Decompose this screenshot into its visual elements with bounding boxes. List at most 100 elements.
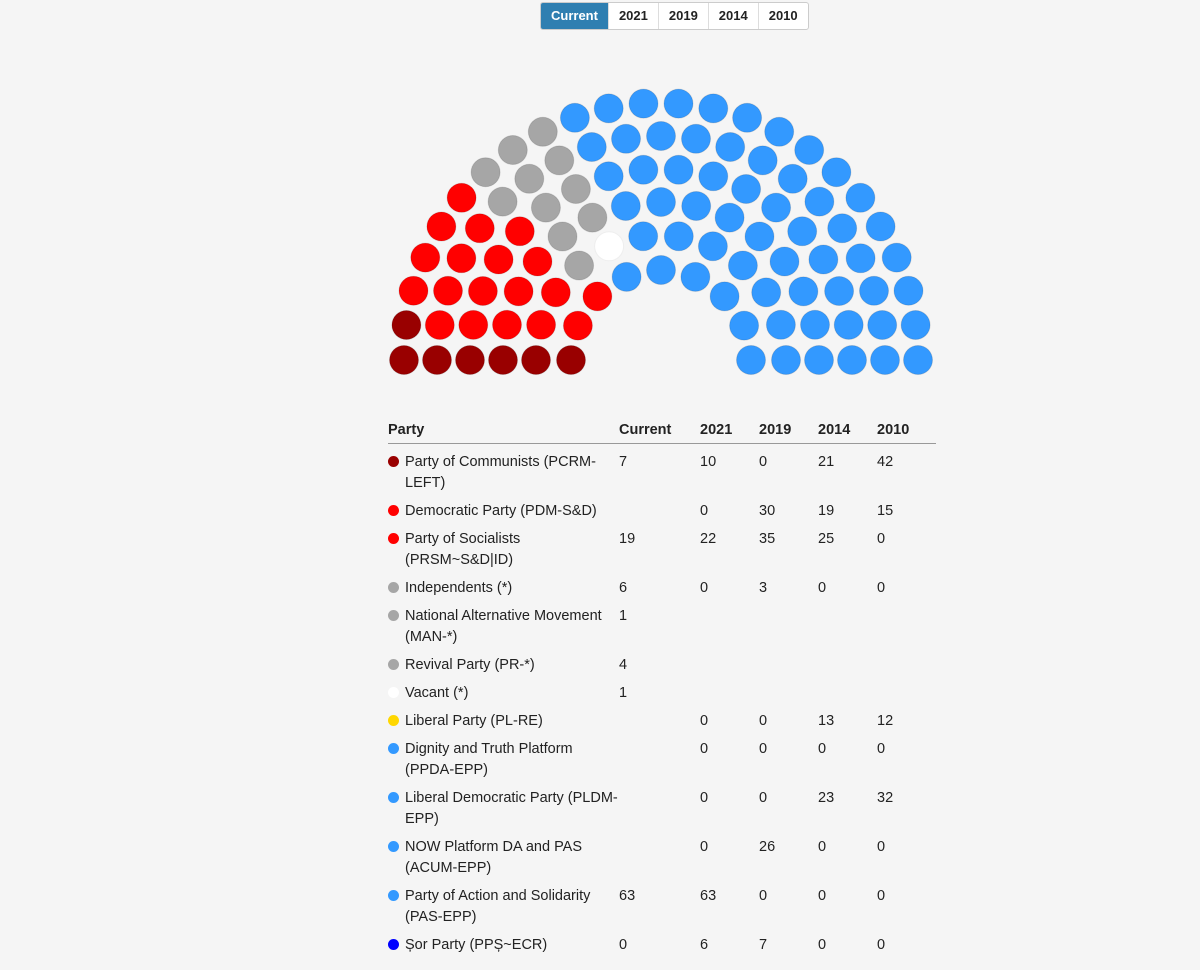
party-cell: Dignity and Truth Platform (PPDA-EPP) [388, 739, 619, 781]
seat-dot [556, 345, 586, 375]
seat-count-2021: 0 [700, 839, 709, 855]
seat-dot [777, 163, 808, 194]
header-2010: 2010 [877, 422, 910, 438]
seat-count-current: 0 [619, 937, 628, 953]
seat-dot [526, 309, 557, 340]
seat-count-2021: 10 [700, 454, 717, 470]
seat-count-2021: 0 [700, 503, 709, 519]
party-color-dot-icon [388, 687, 399, 698]
seat-count-2014: 21 [818, 454, 835, 470]
party-name: Democratic Party (PDM-S&D) [405, 503, 597, 519]
party-cell: Party of Action and Solidarity (PAS-EPP) [388, 886, 619, 928]
party-color-dot-icon [388, 582, 399, 593]
party-cell: Vacant (*) [388, 683, 619, 704]
seat-dot [681, 123, 711, 154]
party-name: Vacant (*) [405, 685, 469, 701]
seat-count-2014: 19 [818, 503, 835, 519]
seat-count-2010: 15 [877, 503, 894, 519]
seat-dot [646, 187, 676, 217]
seat-dot [389, 345, 419, 375]
seat-dot [714, 202, 745, 233]
seat-dot [628, 154, 659, 185]
seat-count-2019: 0 [759, 713, 768, 729]
seat-dot [903, 345, 933, 375]
seat-count-2019: 0 [759, 741, 768, 757]
tab-2010[interactable]: 2010 [768, 8, 798, 23]
seat-dot [794, 135, 825, 165]
seat-count-2010: 42 [877, 454, 894, 470]
seat-dot [731, 174, 762, 204]
seat-dot [560, 174, 591, 204]
seat-dot [564, 250, 595, 281]
tab-2014[interactable]: 2014 [709, 3, 759, 29]
seat-dot [729, 310, 760, 341]
seat-dot [446, 243, 477, 274]
seat-dot [530, 192, 561, 223]
party-name: Liberal Democratic Party (PLDM-EPP) [405, 790, 618, 827]
seat-dot [540, 277, 571, 308]
seat-dot [514, 163, 545, 194]
seat-dot [837, 345, 867, 375]
seat-count-2019: 26 [759, 839, 776, 855]
seat-dot [610, 191, 641, 221]
seat-dot [698, 93, 729, 124]
seat-dot [761, 192, 792, 223]
seat-count-2021: 6 [700, 937, 709, 953]
seat-dot [422, 345, 452, 375]
seat-dot [769, 246, 800, 277]
seat-count-2014: 23 [818, 790, 835, 806]
seat-count-2014: 0 [818, 580, 827, 596]
header-current: Current [619, 422, 672, 438]
header-2014: 2014 [818, 422, 851, 438]
seat-dot [398, 275, 429, 306]
seat-dot [727, 250, 758, 281]
seat-count-2010: 0 [877, 937, 886, 953]
party-name: Independents (*) [405, 580, 513, 596]
seat-dot [893, 275, 924, 306]
table-row: Șor Party (PPȘ~ECR) 0 6 7 0 0 [388, 935, 936, 963]
year-tabs: Current 2021 2019 2014 2010 [540, 2, 809, 30]
seat-count-2019: 0 [759, 790, 768, 806]
seat-dot [424, 310, 455, 340]
seat-dot [804, 345, 834, 375]
table-row: National Alternative Movement (MAN-*) 1 [388, 606, 936, 655]
party-color-dot-icon [388, 610, 399, 621]
seat-count-current: 7 [619, 454, 628, 470]
seat-dot [521, 345, 551, 375]
seat-dot [467, 276, 498, 306]
seat-count-2010: 0 [877, 580, 886, 596]
tab-2021[interactable]: 2021 [609, 3, 659, 29]
seat-dot [681, 191, 712, 221]
seat-dot [680, 261, 711, 292]
seat-dot [821, 157, 852, 188]
seat-dot [577, 202, 608, 233]
party-cell: NOW Platform DA and PAS (ACUM-EPP) [388, 837, 619, 879]
seat-dot [787, 216, 818, 247]
seat-dot [747, 145, 778, 176]
party-color-dot-icon [388, 659, 399, 670]
table-row: Democratic Party (PDM-S&D) 0 30 19 15 [388, 501, 936, 529]
seat-dot [751, 277, 782, 308]
parliament-seat-chart [389, 88, 933, 375]
seat-dot [663, 154, 694, 185]
seat-dot [827, 213, 858, 244]
seat-count-current: 19 [619, 531, 636, 547]
seat-count-2014: 0 [818, 839, 827, 855]
party-cell: Party of Communists (PCRM-LEFT) [388, 452, 619, 494]
table-row: Independents (*) 6 0 3 0 0 [388, 578, 936, 606]
tab-current[interactable]: Current [541, 3, 609, 29]
seat-dot [697, 231, 728, 262]
seat-dot [547, 221, 578, 252]
party-name: Revival Party (PR-*) [405, 657, 535, 673]
seat-dot [492, 309, 522, 340]
seat-dot [455, 345, 485, 375]
seat-dot [504, 216, 535, 247]
party-color-dot-icon [388, 792, 399, 803]
seat-dot [559, 102, 590, 133]
seat-count-current: 63 [619, 888, 636, 904]
seat-dot [582, 281, 613, 312]
table-row: NOW Platform DA and PAS (ACUM-EPP) 0 26 0 0 [388, 837, 936, 886]
tab-2019[interactable]: 2019 [659, 3, 709, 29]
seat-count-2019: 35 [759, 531, 776, 547]
seat-dot [562, 310, 593, 341]
